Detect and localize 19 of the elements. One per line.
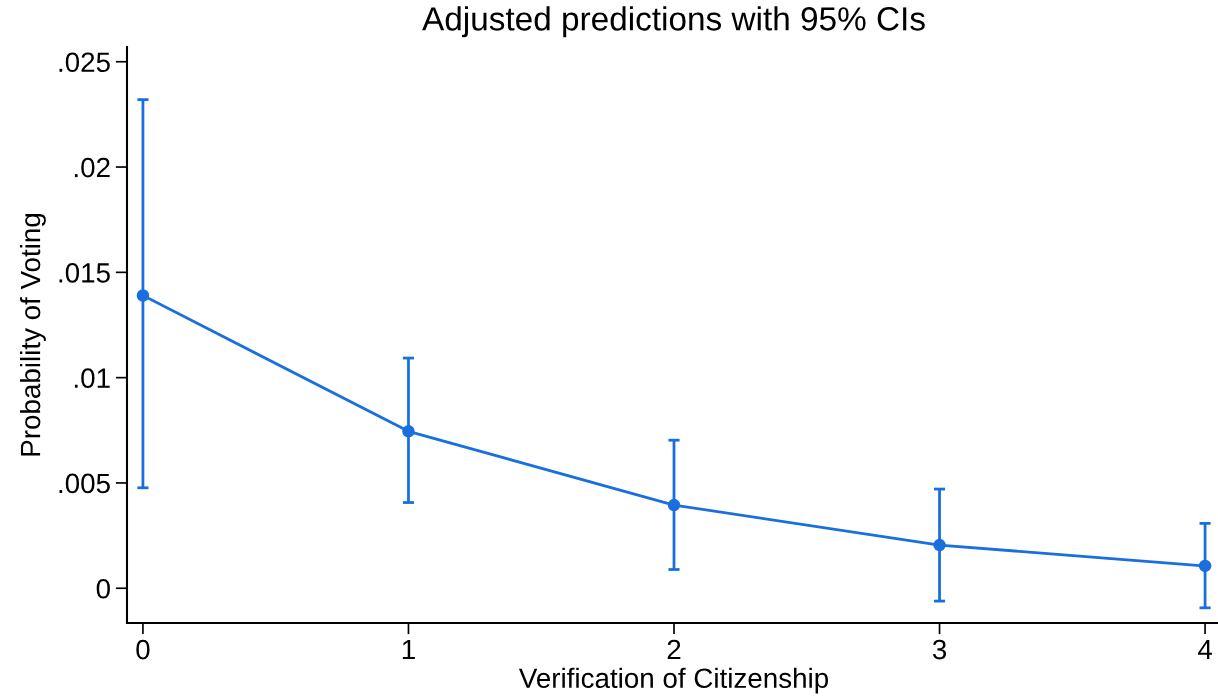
y-tick-label: .015 <box>59 263 110 283</box>
x-axis-title: Verification of Citizenship <box>518 667 829 694</box>
y-axis-title: Probability of Voting <box>19 214 46 456</box>
x-tick-label: 1 <box>402 639 415 660</box>
x-tick-label: 3 <box>932 639 947 660</box>
x-tick-label: 4 <box>1197 639 1212 660</box>
y-tick-label: .02 <box>74 157 110 178</box>
y-tick-label: 0 <box>96 578 110 599</box>
point <box>402 425 415 438</box>
chart-title: Adjusted predictions with 95% CIs <box>422 6 925 38</box>
point <box>136 289 150 302</box>
x-tick-label: 0 <box>136 639 150 660</box>
y-tick-label: .005 <box>59 473 110 494</box>
y-tick-label: .025 <box>59 52 110 73</box>
x-tick-label: 2 <box>667 639 681 660</box>
point <box>667 498 681 512</box>
point <box>1198 559 1212 573</box>
point <box>933 538 946 552</box>
y-tick-label: .01 <box>74 368 110 388</box>
